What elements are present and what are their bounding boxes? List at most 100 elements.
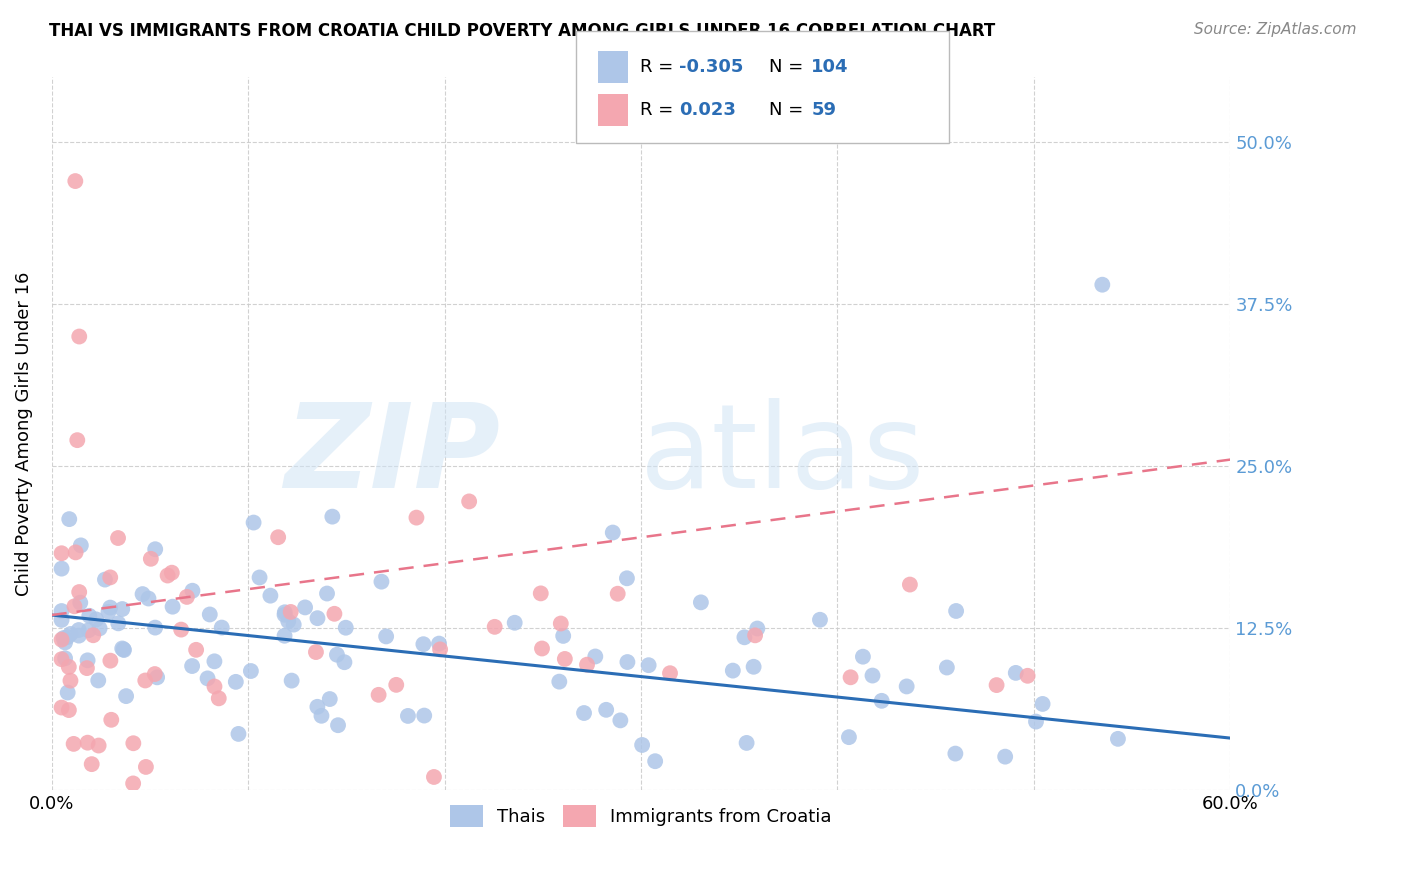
- Point: [67, 629, 90, 643]
- Point: [367, 688, 389, 702]
- Point: [323, 607, 346, 621]
- Point: [307, 611, 329, 625]
- Point: [311, 708, 333, 723]
- Point: [616, 655, 638, 669]
- Point: [326, 718, 349, 732]
- Point: [59, 673, 82, 688]
- Point: [98, 570, 121, 584]
- Point: [56, 685, 79, 699]
- Point: [242, 516, 264, 530]
- Text: ZIP: ZIP: [284, 398, 499, 513]
- Text: N =: N =: [769, 58, 808, 76]
- Point: [51, 546, 73, 560]
- Point: [413, 708, 436, 723]
- Point: [319, 692, 342, 706]
- Point: [62, 737, 84, 751]
- Point: [548, 674, 571, 689]
- Point: [396, 709, 419, 723]
- Point: [89, 621, 111, 635]
- Text: THAI VS IMMIGRANTS FROM CROATIA CHILD POVERTY AMONG GIRLS UNDER 16 CORRELATION C: THAI VS IMMIGRANTS FROM CROATIA CHILD PO…: [49, 22, 995, 40]
- Point: [134, 673, 156, 688]
- Point: [84, 612, 107, 626]
- Point: [228, 727, 250, 741]
- Point: [143, 542, 166, 557]
- Point: [107, 531, 129, 545]
- Text: atlas: atlas: [640, 398, 925, 513]
- Point: [80, 757, 103, 772]
- Point: [51, 700, 73, 714]
- Point: [100, 654, 122, 668]
- Point: [530, 641, 553, 656]
- Point: [143, 621, 166, 635]
- Point: [67, 329, 90, 343]
- Point: [208, 691, 231, 706]
- Point: [211, 621, 233, 635]
- Point: [202, 654, 225, 668]
- Point: [852, 649, 875, 664]
- Point: [225, 674, 247, 689]
- Text: 104: 104: [811, 58, 849, 76]
- Point: [294, 600, 316, 615]
- Point: [160, 566, 183, 580]
- Point: [51, 604, 73, 618]
- Point: [53, 651, 76, 665]
- Point: [747, 622, 769, 636]
- Point: [870, 694, 893, 708]
- Text: 0.023: 0.023: [679, 101, 735, 119]
- Point: [53, 635, 76, 649]
- Point: [572, 706, 595, 720]
- Point: [1017, 669, 1039, 683]
- Point: [333, 655, 356, 669]
- Point: [131, 587, 153, 601]
- Point: [59, 627, 82, 641]
- Point: [862, 668, 884, 682]
- Point: [65, 174, 87, 188]
- Point: [51, 613, 73, 627]
- Point: [122, 776, 145, 790]
- Point: [122, 736, 145, 750]
- Point: [51, 561, 73, 575]
- Point: [375, 629, 398, 643]
- Point: [305, 645, 328, 659]
- Point: [326, 648, 349, 662]
- Y-axis label: Child Poverty Among Girls Under 16: Child Poverty Among Girls Under 16: [15, 271, 32, 596]
- Point: [51, 652, 73, 666]
- Point: [616, 571, 638, 585]
- Point: [808, 613, 831, 627]
- Point: [530, 586, 553, 600]
- Point: [659, 666, 682, 681]
- Text: R =: R =: [640, 58, 679, 76]
- Point: [1025, 714, 1047, 729]
- Point: [58, 703, 80, 717]
- Point: [935, 660, 957, 674]
- Point: [484, 620, 506, 634]
- Point: [1107, 731, 1129, 746]
- Point: [744, 628, 766, 642]
- Point: [429, 642, 451, 657]
- Point: [896, 680, 918, 694]
- Point: [58, 660, 80, 674]
- Point: [115, 689, 138, 703]
- Point: [51, 632, 73, 647]
- Point: [267, 530, 290, 544]
- Point: [405, 510, 427, 524]
- Point: [143, 667, 166, 681]
- Point: [156, 568, 179, 582]
- Point: [63, 599, 86, 614]
- Point: [273, 607, 295, 622]
- Point: [87, 673, 110, 688]
- Point: [259, 589, 281, 603]
- Point: [385, 678, 408, 692]
- Text: N =: N =: [769, 101, 808, 119]
- Point: [943, 747, 966, 761]
- Point: [204, 680, 226, 694]
- Point: [690, 595, 713, 609]
- Legend: Thais, Immigrants from Croatia: Thais, Immigrants from Croatia: [443, 797, 839, 834]
- Point: [94, 573, 117, 587]
- Point: [280, 605, 302, 619]
- Point: [66, 433, 89, 447]
- Point: [321, 509, 343, 524]
- Point: [138, 591, 160, 606]
- Point: [721, 664, 744, 678]
- Point: [412, 637, 434, 651]
